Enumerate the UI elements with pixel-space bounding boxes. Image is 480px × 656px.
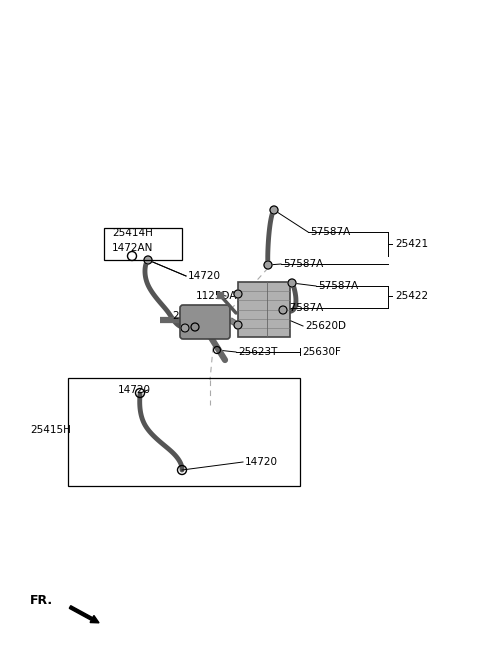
- Circle shape: [144, 256, 152, 264]
- Text: 14720: 14720: [118, 385, 151, 395]
- Circle shape: [181, 324, 189, 332]
- Text: 14720: 14720: [188, 271, 221, 281]
- Text: FR.: FR.: [30, 594, 53, 607]
- Text: 25620D: 25620D: [305, 321, 346, 331]
- Bar: [238, 282, 290, 337]
- Circle shape: [234, 321, 242, 329]
- Text: 1125DA: 1125DA: [196, 291, 238, 301]
- Circle shape: [264, 261, 272, 269]
- Circle shape: [288, 279, 296, 287]
- Text: 25422: 25422: [395, 291, 428, 301]
- Circle shape: [279, 306, 287, 314]
- Text: 25421: 25421: [395, 239, 428, 249]
- Text: 57587A: 57587A: [283, 259, 323, 269]
- Text: 57587A: 57587A: [283, 303, 323, 313]
- Text: 57587A: 57587A: [318, 281, 358, 291]
- Text: 14720: 14720: [245, 457, 278, 467]
- Text: 25414H: 25414H: [112, 228, 153, 238]
- Bar: [68, 378, 300, 486]
- Text: 25415H: 25415H: [30, 425, 71, 435]
- Circle shape: [234, 290, 242, 298]
- Text: 25623T: 25623T: [238, 347, 277, 357]
- Bar: [104, 228, 182, 260]
- Text: 57587A: 57587A: [310, 227, 350, 237]
- Text: 25622R: 25622R: [172, 311, 212, 321]
- Text: 25630F: 25630F: [302, 347, 341, 357]
- Text: 1472AN: 1472AN: [112, 243, 154, 253]
- FancyBboxPatch shape: [180, 305, 230, 339]
- FancyArrow shape: [69, 605, 99, 623]
- Circle shape: [270, 206, 278, 214]
